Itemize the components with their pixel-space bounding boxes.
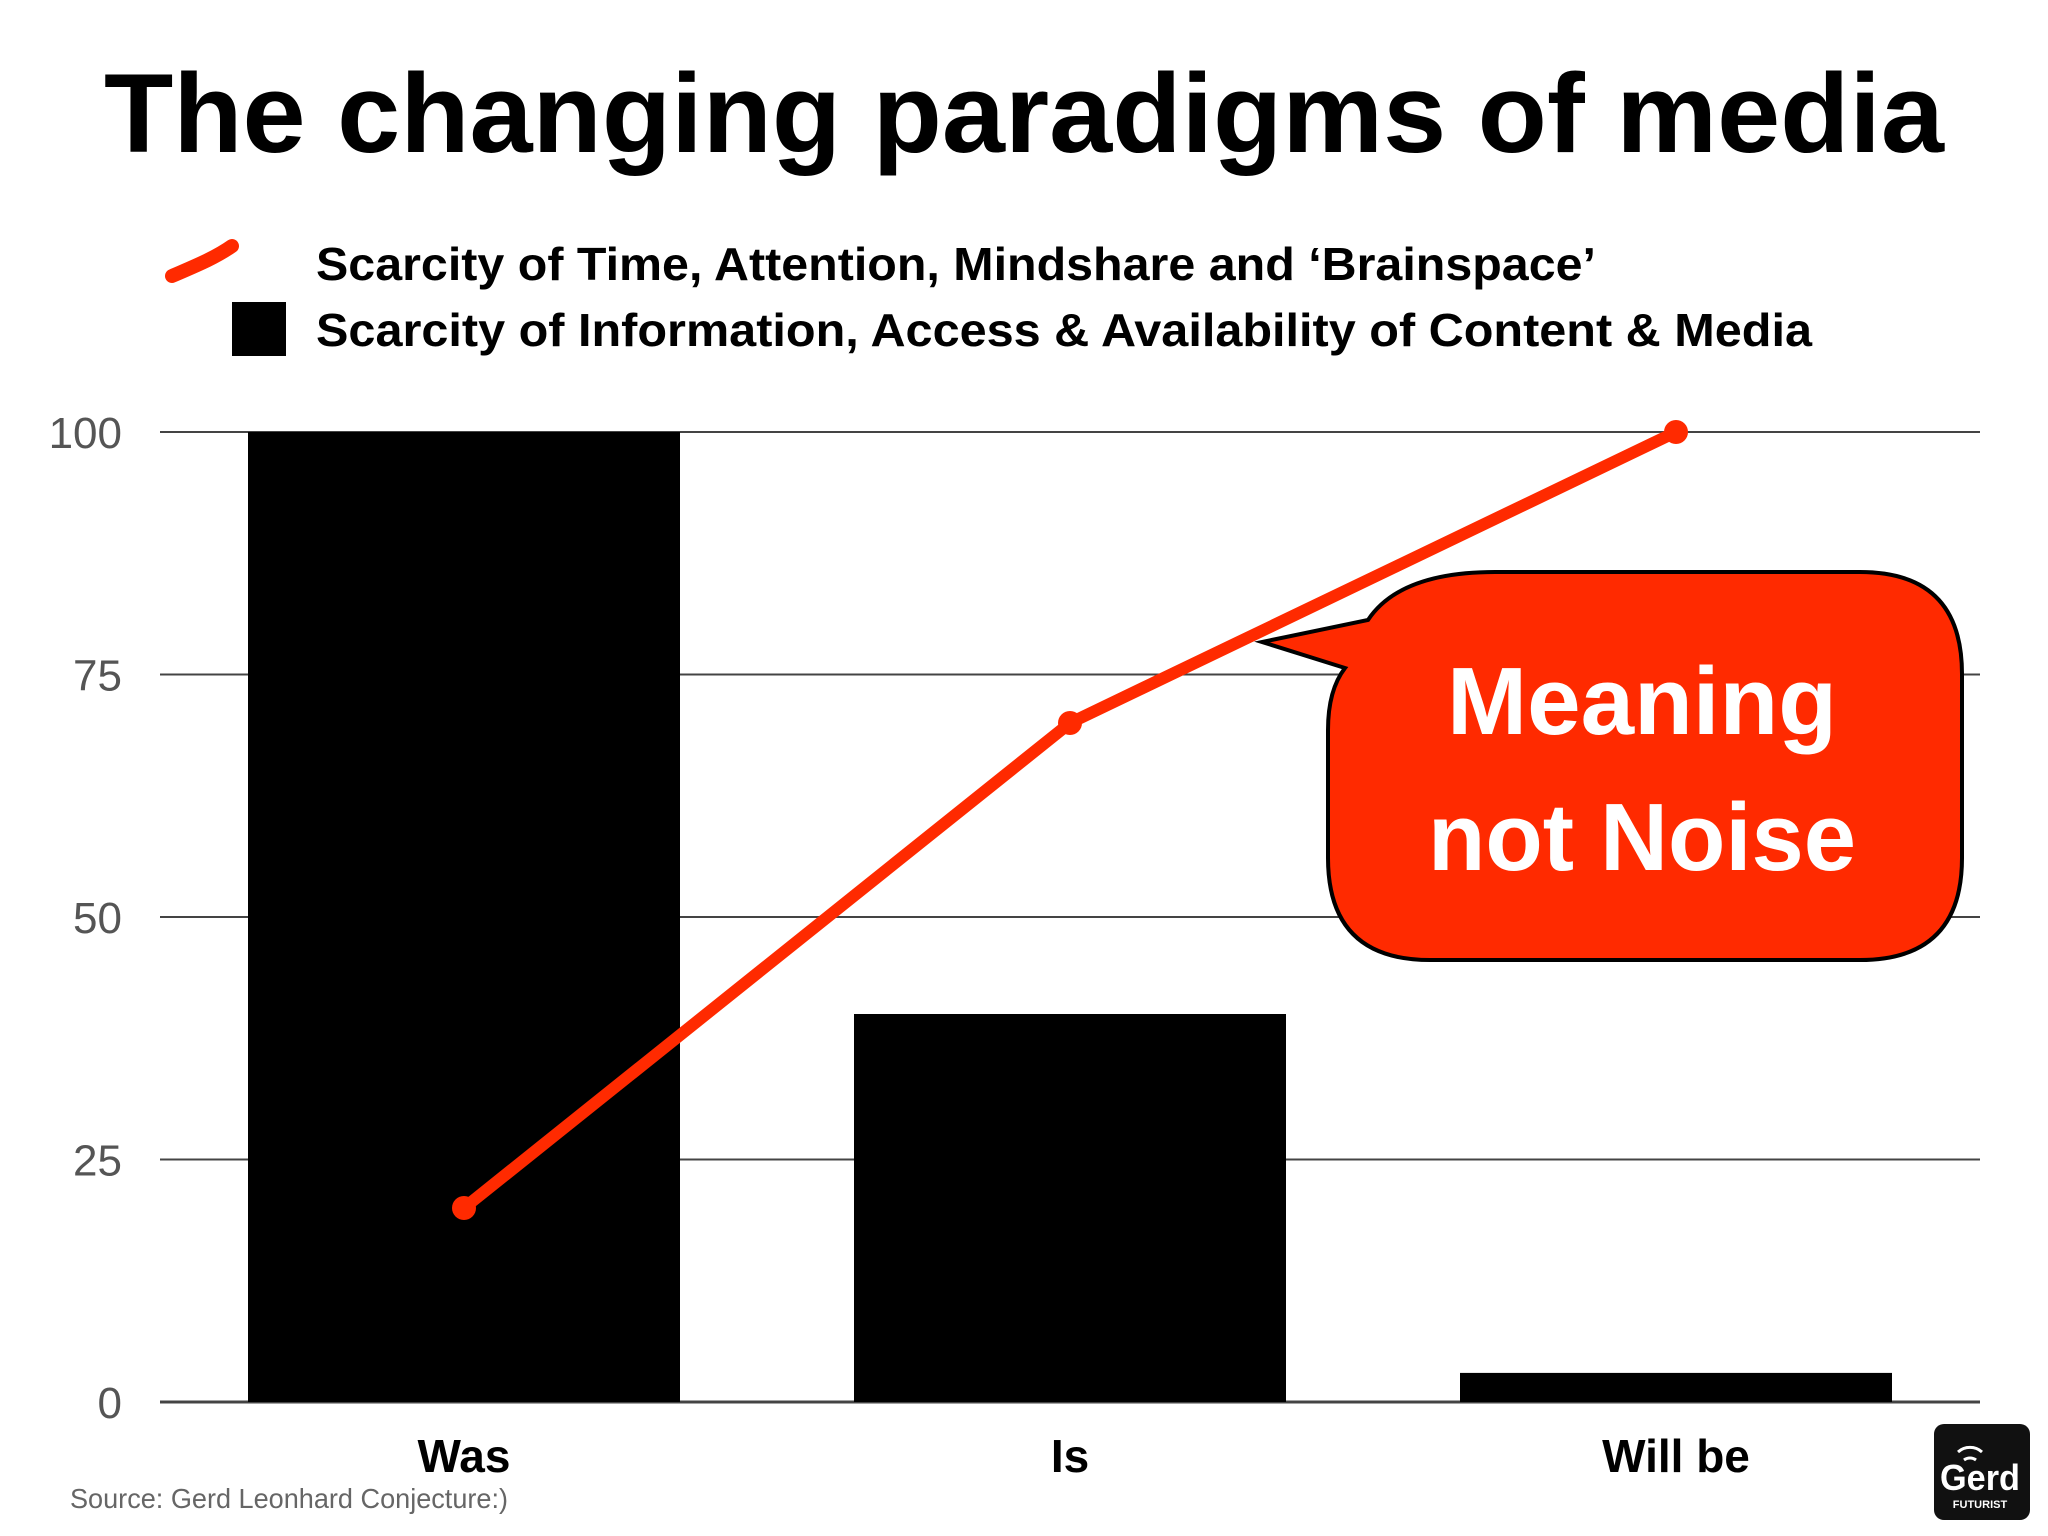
bar-was (248, 432, 680, 1402)
y-tick-label: 75 (73, 652, 122, 701)
gerd-logo: Gerd FUTURIST (1934, 1424, 2030, 1520)
y-tick-label: 100 (49, 409, 122, 458)
callout-bubble: Meaning not Noise (1254, 570, 1964, 962)
callout-line-2: not Noise (1428, 784, 1856, 891)
callout-shape (1254, 570, 1964, 962)
line-point-will-be (1664, 420, 1688, 444)
logo-name: Gerd (1940, 1457, 2020, 1498)
callout-line-1: Meaning (1447, 648, 1837, 755)
y-axis-ticks: 0 25 50 75 100 (49, 409, 122, 1428)
source-note: Source: Gerd Leonhard Conjecture:) (70, 1483, 508, 1514)
x-category-label: Is (1051, 1430, 1089, 1482)
logo-tagline: FUTURIST (1953, 1499, 2008, 1511)
line-series (452, 420, 1688, 1220)
legend-item-line-label: Scarcity of Time, Attention, Mindshare a… (316, 238, 1596, 290)
legend-item-bar-label: Scarcity of Information, Access & Availa… (316, 304, 1812, 356)
red-line-icon (165, 239, 239, 283)
y-tick-label: 50 (73, 894, 122, 943)
legend: Scarcity of Time, Attention, Mindshare a… (165, 238, 1812, 356)
signal-icon (1957, 1445, 1983, 1462)
y-tick-label: 25 (73, 1137, 122, 1186)
black-square-icon (232, 302, 286, 356)
bar-is (854, 1014, 1286, 1402)
x-category-label: Will be (1602, 1430, 1750, 1482)
x-axis-labels: Was Is Will be (418, 1430, 1750, 1482)
line-point-is (1058, 711, 1082, 735)
bar-will-be (1460, 1372, 1892, 1402)
y-tick-label: 0 (98, 1379, 122, 1428)
bar-series (248, 432, 1892, 1402)
chart-title: The changing paradigms of media (104, 51, 1945, 176)
line-point-was (452, 1196, 476, 1220)
x-category-label: Was (418, 1430, 511, 1482)
